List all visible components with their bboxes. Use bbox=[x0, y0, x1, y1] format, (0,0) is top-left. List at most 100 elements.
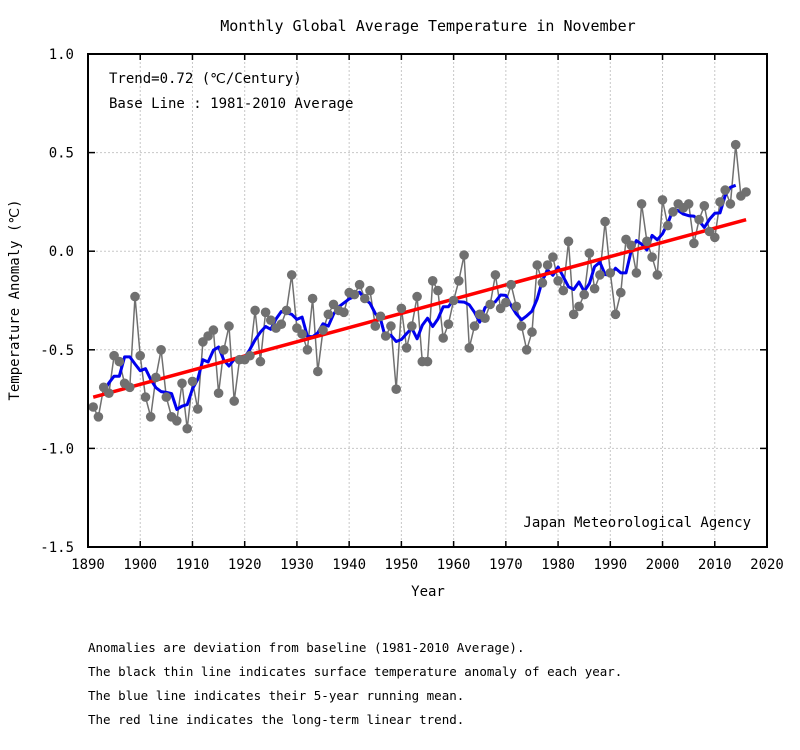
grid bbox=[88, 54, 767, 547]
data-point bbox=[302, 345, 313, 355]
data-point bbox=[135, 350, 145, 361]
data-point bbox=[506, 279, 516, 290]
axis-ticks: 1890 1900 1910 1920 1930 1940 1950 1960 1970 1980… bbox=[40, 47, 784, 573]
baseline-annotation: Base Line : 1981-2010 Average bbox=[109, 96, 353, 112]
data-point bbox=[260, 307, 271, 318]
y-tick-label: -0.5 bbox=[40, 343, 74, 359]
data-point bbox=[631, 268, 642, 278]
data-point bbox=[532, 260, 542, 270]
data-point bbox=[448, 295, 459, 306]
data-point bbox=[250, 305, 260, 316]
x-tick-label: 2000 bbox=[646, 557, 680, 573]
data-point bbox=[668, 207, 678, 217]
data-point bbox=[339, 307, 349, 318]
data-point bbox=[642, 236, 652, 247]
data-point bbox=[454, 276, 464, 286]
data-point bbox=[182, 423, 192, 434]
data-point bbox=[610, 309, 621, 320]
y-tick-label: 0.0 bbox=[49, 244, 74, 260]
trend-line bbox=[92, 217, 747, 399]
data-point bbox=[156, 345, 166, 355]
plot-frame bbox=[87, 53, 768, 548]
running-mean-line bbox=[102, 183, 737, 411]
data-point bbox=[386, 321, 396, 331]
data-point bbox=[266, 315, 276, 326]
data-point bbox=[187, 376, 198, 387]
x-tick-label: 2010 bbox=[698, 557, 732, 573]
y-axis-label: Temperature Anomaly (℃) bbox=[7, 199, 23, 400]
data-point bbox=[715, 197, 725, 207]
data-point bbox=[224, 321, 234, 331]
data-point bbox=[579, 289, 589, 300]
data-point bbox=[469, 321, 480, 331]
chart-title: Monthly Global Average Temperature in No… bbox=[220, 17, 635, 35]
x-tick-label: 2020 bbox=[750, 557, 784, 573]
x-axis-label: Year bbox=[411, 584, 445, 600]
temperature-chart: Monthly Global Average Temperature in No… bbox=[7, 17, 784, 600]
data-point bbox=[699, 201, 710, 211]
data-point bbox=[422, 356, 433, 367]
data-point bbox=[485, 299, 496, 310]
data-point bbox=[213, 388, 224, 399]
data-point bbox=[558, 285, 569, 296]
x-tick-label: 1930 bbox=[280, 557, 314, 573]
data-point bbox=[130, 291, 140, 302]
y-tick-label: 1.0 bbox=[49, 47, 74, 63]
data-point bbox=[307, 293, 318, 304]
source-annotation: Japan Meteorological Agency bbox=[523, 515, 751, 531]
data-point bbox=[349, 289, 360, 300]
data-point bbox=[527, 327, 537, 337]
data-point bbox=[568, 309, 579, 320]
data-point bbox=[537, 278, 548, 288]
data-point bbox=[151, 372, 161, 383]
data-point bbox=[605, 268, 616, 278]
data-point bbox=[710, 232, 720, 243]
data-point bbox=[616, 287, 626, 298]
data-point bbox=[459, 250, 469, 260]
data-point bbox=[584, 248, 595, 258]
x-tick-label: 1960 bbox=[437, 557, 471, 573]
data-point bbox=[313, 366, 323, 377]
data-point bbox=[88, 402, 98, 412]
data-point bbox=[600, 216, 610, 227]
data-point bbox=[741, 187, 751, 197]
x-tick-label: 1890 bbox=[71, 557, 105, 573]
y-tick-label: -1.0 bbox=[40, 441, 74, 457]
data-point bbox=[574, 301, 584, 312]
data-point bbox=[375, 311, 386, 322]
data-point bbox=[589, 283, 600, 294]
data-point bbox=[694, 214, 704, 225]
data-point bbox=[443, 319, 454, 330]
x-tick-label: 1990 bbox=[593, 557, 627, 573]
data-point bbox=[438, 333, 449, 343]
data-point bbox=[365, 285, 375, 296]
data-point bbox=[297, 329, 307, 339]
footnotes: Anomalies are deviation from baseline (1… bbox=[88, 636, 622, 732]
data-point bbox=[626, 240, 636, 251]
data-point bbox=[380, 331, 391, 341]
data-point bbox=[433, 285, 443, 296]
data-point bbox=[683, 199, 694, 209]
x-tick-label: 1910 bbox=[176, 557, 210, 573]
data-point bbox=[480, 313, 490, 324]
data-point bbox=[412, 291, 422, 302]
data-point bbox=[177, 378, 187, 389]
data-point bbox=[521, 345, 532, 355]
x-tick-label: 1950 bbox=[385, 557, 419, 573]
data-point bbox=[140, 392, 151, 402]
data-point bbox=[281, 305, 292, 316]
data-point bbox=[511, 301, 522, 312]
data-point bbox=[636, 199, 647, 209]
data-point bbox=[730, 139, 741, 150]
data-point bbox=[255, 356, 266, 367]
data-point bbox=[427, 276, 438, 286]
annual-anomaly-line bbox=[92, 144, 747, 429]
data-point bbox=[125, 382, 135, 393]
data-point bbox=[720, 185, 730, 195]
data-point bbox=[286, 270, 297, 280]
x-tick-label: 1940 bbox=[332, 557, 366, 573]
footnote-blue-line: The blue line indicates their 5-year run… bbox=[88, 688, 465, 703]
data-point bbox=[490, 270, 501, 280]
data-point bbox=[192, 404, 203, 414]
footnote-red-line: The red line indicates the long-term lin… bbox=[88, 712, 465, 727]
